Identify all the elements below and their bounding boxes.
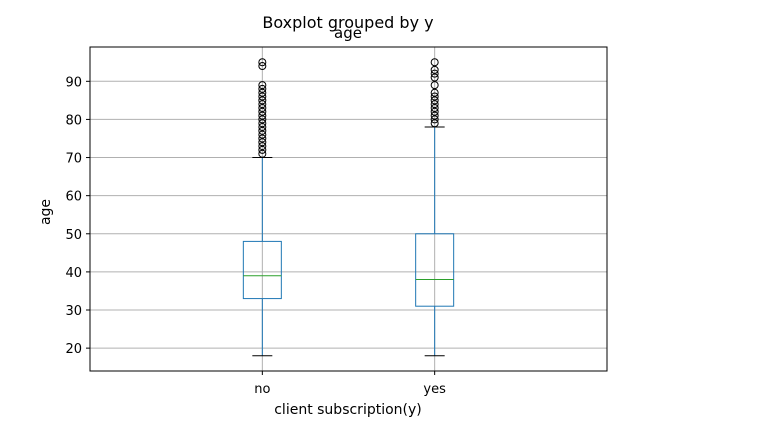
- y-axis: 20 30 40 50 60 70 80 90: [65, 75, 90, 357]
- boxes-layer: [242, 58, 455, 357]
- y-tick-label: 80: [65, 113, 82, 128]
- outlier-point: [430, 107, 439, 116]
- box-yes: [415, 58, 455, 357]
- outlier-point: [258, 126, 267, 135]
- gridlines: [90, 47, 607, 371]
- outlier-point: [430, 119, 439, 128]
- y-tick-label: 30: [65, 304, 82, 319]
- outlier-point: [258, 103, 267, 112]
- outlier-point: [430, 111, 439, 120]
- outlier-point: [258, 96, 267, 105]
- box-no: [242, 58, 282, 357]
- x-tick-label: yes: [423, 382, 446, 397]
- outlier-point: [258, 92, 267, 101]
- outlier-point: [430, 100, 439, 109]
- outlier-point: [258, 100, 267, 109]
- outlier-point: [258, 111, 267, 120]
- outlier-point: [430, 88, 439, 97]
- outlier-point: [258, 142, 267, 151]
- outlier-point: [258, 130, 267, 139]
- y-tick-label: 60: [65, 190, 82, 205]
- outlier-point: [258, 58, 267, 67]
- outlier-point: [430, 73, 439, 82]
- outlier-point: [430, 103, 439, 112]
- y-tick-label: 40: [65, 266, 82, 281]
- y-axis-label: age: [38, 199, 54, 225]
- outlier-point: [430, 58, 439, 67]
- outlier-point: [258, 81, 267, 90]
- outlier-point: [258, 149, 267, 158]
- outlier-point: [258, 88, 267, 97]
- outlier-point: [430, 92, 439, 101]
- y-tick-label: 20: [65, 342, 82, 357]
- y-tick-label: 70: [65, 152, 82, 167]
- outlier-point: [430, 115, 439, 124]
- outlier-point: [258, 84, 267, 93]
- outlier-point: [258, 145, 267, 154]
- outlier-point: [430, 81, 439, 90]
- x-axis: no yes: [254, 371, 446, 397]
- plot-frame: [89, 46, 608, 372]
- x-tick-label: no: [254, 382, 270, 397]
- outlier-point: [430, 69, 439, 78]
- outlier-point: [258, 119, 267, 128]
- outlier-point: [258, 107, 267, 116]
- iqr-box: [242, 240, 282, 300]
- outlier-point: [258, 115, 267, 124]
- outlier-point: [258, 134, 267, 143]
- chart-title: age: [334, 24, 362, 42]
- outlier-point: [430, 96, 439, 105]
- y-tick-label: 90: [65, 75, 82, 90]
- outlier-point: [258, 138, 267, 147]
- chart-suptitle: Boxplot grouped by y: [262, 13, 433, 32]
- outlier-point: [430, 65, 439, 74]
- outlier-point: [258, 62, 267, 71]
- x-axis-label: client subscription(y): [274, 402, 422, 418]
- iqr-box: [415, 233, 455, 307]
- y-tick-label: 50: [65, 228, 82, 243]
- outlier-point: [258, 123, 267, 132]
